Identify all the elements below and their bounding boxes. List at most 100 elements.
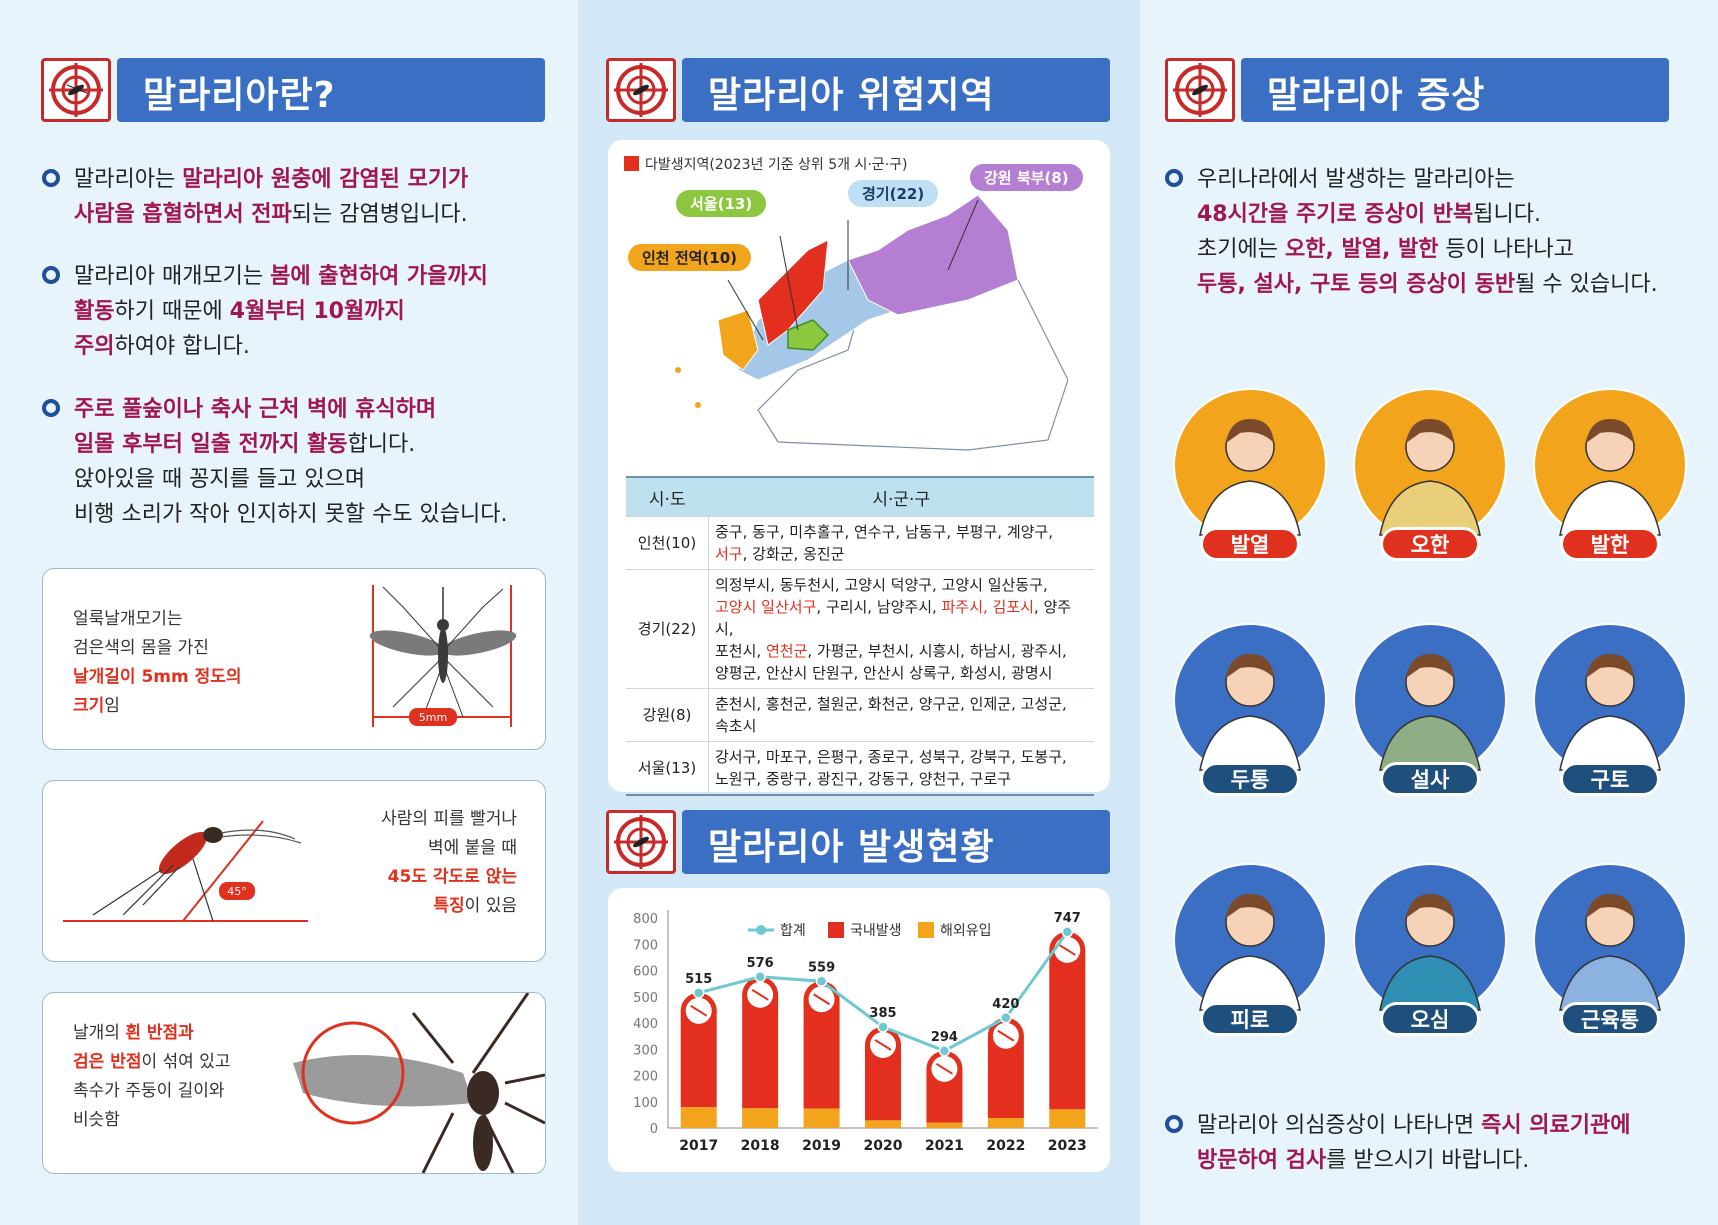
total-point [1061, 926, 1074, 938]
table-header-row: 시·도 시·군·구 [626, 476, 1094, 517]
legend-total-label: 합계 [780, 923, 806, 939]
symptom-item: 두통 [1170, 620, 1330, 810]
symptom-illustration [1533, 388, 1687, 542]
risk-area-table: 시·도 시·군·구 인천(10) 중구, 동구, 미추홀구, 연수구, 남동구,… [626, 476, 1094, 796]
mosquito-target-icon [41, 58, 111, 122]
symptom-illustration [1353, 623, 1507, 777]
symptom-item: 근육통 [1530, 860, 1690, 1050]
mosquito-bar-icon-body [935, 1062, 953, 1075]
table-row: 서울(13) 강서구, 마포구, 은평구, 종로구, 성북구, 강북구, 도봉구… [626, 741, 1094, 796]
card-size: 얼룩날개모기는 검은색의 몸을 가진 날개길이 5mm 정도의 크기임 5mm [42, 568, 546, 750]
total-data-label: 576 [747, 956, 774, 971]
mosquito-target-icon [1165, 58, 1235, 122]
y-tick-label: 0 [650, 1122, 658, 1137]
y-tick-label: 800 [633, 912, 658, 927]
total-data-label: 385 [869, 1006, 896, 1021]
bar-imported [865, 1120, 901, 1128]
total-point [754, 971, 766, 983]
y-tick-label: 500 [633, 991, 658, 1006]
x-tick-label: 2021 [925, 1138, 964, 1154]
symptom-illustration [1533, 863, 1687, 1017]
bullet-habits: 주로 풀숲이나 축사 근처 벽에 휴식하며 일몰 후부터 일출 전까지 활동합니다… [42, 392, 572, 532]
table-header-district: 시·군·구 [708, 476, 1094, 517]
legend-swatch [624, 156, 639, 171]
malaria-cases-chart: 0 100 200 300 400 500 600 700 800 2017 2018 2019 202… [633, 910, 1098, 1154]
total-point [1000, 1012, 1012, 1024]
legend-imported-swatch [918, 922, 934, 938]
total-data-label: 559 [808, 960, 835, 975]
panel-what-is-malaria: 말라리아란? 말라리아는 말라리아 원충에 감염된 모기가 사람을 흡혈하면서 전… [0, 0, 578, 1225]
symptom-label: 오한 [1380, 527, 1480, 561]
table-header-province: 시·도 [626, 476, 709, 517]
mosquito-closeup-illustration [293, 993, 545, 1173]
symptom-label: 피로 [1200, 1002, 1300, 1036]
bullet-circle-icon [1165, 169, 1183, 187]
symptom-label: 두통 [1200, 762, 1300, 796]
card-wing-spots: 날개의 흰 반점과 검은 반점이 섞여 있고 촉수가 주둥이 길이와 비슷함 [42, 992, 546, 1174]
mosquito-wing-illustration: 5mm [369, 585, 517, 727]
total-point [692, 987, 705, 999]
angle-label: 45° [227, 885, 247, 898]
y-tick-label: 700 [633, 938, 658, 953]
y-tick-label: 600 [633, 965, 658, 980]
bullet-seek-care: 말라리아 의심증상이 나타나면 즉시 의료기관에 방문하여 검사를 받으시기 바랍… [1165, 1108, 1715, 1178]
mosquito-bar-icon-body [1058, 944, 1076, 956]
map-label-seoul: 서울(13) [676, 190, 767, 217]
map-legend: 다발생지역(2023년 기준 상위 5개 시·군·구) [624, 154, 907, 174]
x-tick-label: 2020 [864, 1138, 903, 1154]
symptom-label: 설사 [1380, 762, 1480, 796]
legend-domestic-swatch [828, 922, 844, 938]
total-data-label: 420 [992, 997, 1019, 1012]
mosquito-bar-icon-body [874, 1039, 892, 1051]
symptom-illustration [1353, 388, 1507, 542]
symptom-label: 발열 [1200, 527, 1300, 561]
section-header: 말라리아 증상 [1165, 58, 1669, 122]
table-row: 강원(8) 춘천시, 홍천군, 철원군, 화천군, 양구군, 인제군, 고성군,… [626, 688, 1094, 742]
scale-label: 5mm [419, 711, 447, 724]
y-tick-label: 200 [633, 1070, 658, 1085]
mosquito-45deg-illustration: 45° [63, 820, 308, 922]
bar-imported [987, 1118, 1024, 1128]
bullet-circle-icon [42, 169, 60, 187]
map-label-incheon: 인천 전역(10) [628, 244, 752, 271]
panel-symptoms: 말라리아 증상 우리나라에서 발생하는 말라리아는 48시간을 주기로 증상이 반… [1140, 0, 1718, 1225]
symptom-label: 근육통 [1560, 1002, 1660, 1036]
total-point [815, 975, 828, 988]
total-data-label: 294 [931, 1030, 958, 1045]
x-tick-label: 2023 [1048, 1138, 1087, 1154]
total-point [938, 1045, 951, 1057]
mosquito-bar-icon-body [690, 1004, 708, 1017]
map-label-gyeonggi: 경기(22) [848, 180, 939, 207]
panel-risk-and-status: 말라리아 위험지역 다발생지역(2023년 기준 상위 5개 시·군·구) 강원… [578, 0, 1140, 1225]
map-label-gangwon: 강원 북부(8) [970, 164, 1083, 191]
bullet-symptom-cycle: 우리나라에서 발생하는 말라리아는 48시간을 주기로 증상이 반복됩니다. 초기에… [1165, 162, 1705, 302]
table-row: 경기(22) 의정부시, 동두천시, 고양시 덕양구, 고양시 일산동구, 고양시… [626, 569, 1094, 689]
x-tick-label: 2019 [802, 1138, 841, 1154]
y-tick-label: 100 [633, 1096, 658, 1111]
total-data-label: 747 [1054, 911, 1081, 926]
bullet-definition: 말라리아는 말라리아 원충에 감염된 모기가 사람을 흡혈하면서 전파되는 감염병… [42, 162, 562, 232]
y-tick-label: 400 [633, 1017, 658, 1032]
symptom-item: 오한 [1350, 385, 1510, 575]
total-data-label: 515 [685, 972, 712, 987]
symptom-item: 피로 [1170, 860, 1330, 1050]
table-row: 인천(10) 중구, 동구, 미추홀구, 연수구, 남동구, 부평구, 계양구,… [626, 516, 1094, 570]
bar-imported [742, 1108, 779, 1128]
legend-imported-label: 해외유입 [940, 923, 992, 939]
mosquito-target-icon [606, 58, 676, 122]
symptom-item: 오심 [1350, 860, 1510, 1050]
mosquito-bar-icon-body [751, 988, 769, 1001]
symptom-item: 설사 [1350, 620, 1510, 810]
section-header: 말라리아란? [41, 58, 545, 122]
risk-area-map [675, 194, 1068, 451]
mosquito-target-icon [606, 810, 676, 874]
symptom-label: 구토 [1560, 762, 1660, 796]
bar-domestic [742, 994, 779, 1109]
symptom-label: 발한 [1560, 527, 1660, 561]
symptom-illustration [1353, 863, 1507, 1017]
risk-area-box: 다발생지역(2023년 기준 상위 5개 시·군·구) 강원 북부(8) 경기(… [608, 140, 1110, 796]
symptom-illustration [1173, 623, 1327, 777]
symptom-illustration [1173, 863, 1327, 1017]
section-header: 말라리아 발생현황 [606, 810, 1110, 874]
x-tick-label: 2018 [741, 1138, 780, 1154]
